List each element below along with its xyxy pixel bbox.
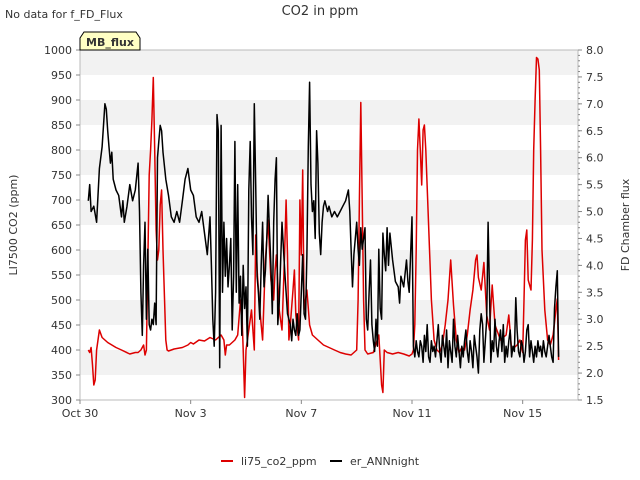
y-tick-label: 300: [51, 394, 72, 407]
grid-band: [80, 100, 578, 125]
y-tick-label: 400: [51, 344, 72, 357]
legend: li75_co2_ppm er_ANNnight: [221, 455, 420, 468]
y-right-tick-label: 7.5: [586, 71, 604, 84]
y-right-tick-label: 5.5: [586, 179, 604, 192]
y-right-tick-label: 8.0: [586, 44, 604, 57]
mb-flux-badge: MB_flux: [79, 31, 141, 51]
y-right-tick-label: 6.0: [586, 152, 604, 165]
series-line-er-annnight: [87, 81, 560, 374]
x-tick-label: Nov 15: [503, 407, 542, 420]
y-right-tick-label: 6.5: [586, 125, 604, 138]
y-right-tick-label: 1.5: [586, 394, 604, 407]
y-tick-label: 850: [51, 119, 72, 132]
y-tick-label: 650: [51, 219, 72, 232]
y-right-tick-label: 2.0: [586, 367, 604, 380]
right-axis: 1.5 2.0 2.5 3.0 3.5 4.0 4.5 5.0 5.5 6.0 6.5 7.0 7.5 8…: [578, 44, 604, 407]
badge-shape: [79, 31, 141, 51]
y-right-tick-label: 3.5: [586, 286, 604, 299]
x-tick-label: Nov 3: [175, 407, 207, 420]
y-right-tick-label: 7.0: [586, 98, 604, 111]
x-tick-label: Nov 11: [393, 407, 432, 420]
y-right-tick-label: 2.5: [586, 340, 604, 353]
y-tick-label: 500: [51, 294, 72, 307]
series-layer: [87, 56, 560, 399]
y-tick-label: 550: [51, 269, 72, 282]
y-axis-label-right: FD Chamber flux: [619, 178, 632, 271]
y-tick-label: 350: [51, 369, 72, 382]
grid-band: [80, 50, 578, 75]
x-tick-label: Oct 30: [62, 407, 99, 420]
y-right-tick-label: 5.0: [586, 206, 604, 219]
y-right-tick-label: 4.5: [586, 232, 604, 245]
y-tick-label: 900: [51, 94, 72, 107]
left-axis: 300 350 400 450 500 550 600 650 700 750 800 850 900 9…: [44, 44, 80, 407]
legend-label-ann: er_ANNnight: [350, 455, 420, 468]
x-tick-label: Nov 7: [285, 407, 317, 420]
badge-label: MB_flux: [86, 36, 134, 49]
y-tick-label: 800: [51, 144, 72, 157]
y-tick-label: 950: [51, 69, 72, 82]
y-tick-label: 450: [51, 319, 72, 332]
grid-band: [80, 250, 578, 275]
y-right-tick-label: 4.0: [586, 259, 604, 272]
y-tick-label: 700: [51, 194, 72, 207]
y-tick-label: 1000: [44, 44, 72, 57]
chart-title: CO2 in ppm: [282, 4, 359, 19]
y-right-tick-label: 3.0: [586, 313, 604, 326]
grid-band: [80, 350, 578, 375]
y-tick-label: 600: [51, 244, 72, 257]
background-bands: [80, 50, 578, 375]
x-axis: Oct 30 Nov 3 Nov 7 Nov 11 Nov 15: [62, 400, 542, 420]
legend-label-li75: li75_co2_ppm: [241, 455, 317, 468]
y-axis-label: LI7500 CO2 (ppm): [7, 175, 20, 276]
no-data-note: No data for f_FD_Flux: [5, 8, 123, 21]
grid-band: [80, 200, 578, 225]
y-tick-label: 750: [51, 169, 72, 182]
